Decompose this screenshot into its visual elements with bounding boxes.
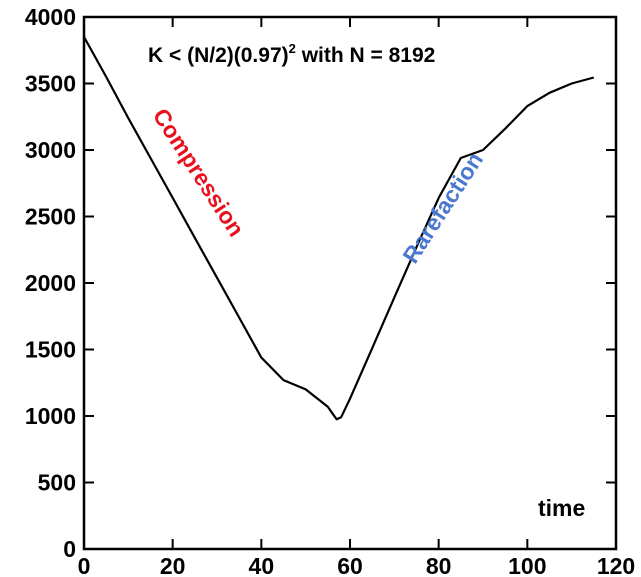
y-tick-label: 4000 [25, 4, 76, 30]
y-tick-label: 0 [63, 536, 76, 562]
x-axis-label: time [538, 495, 585, 521]
y-tick-label: 3000 [25, 137, 76, 163]
axis-ticks [84, 17, 616, 549]
x-tick-label: 80 [426, 553, 452, 577]
rarefaction-label: Rarefaction [397, 147, 488, 267]
plot-frame [82, 15, 618, 551]
compression-label: Compression [148, 104, 250, 241]
x-tick-label: 0 [78, 553, 91, 577]
x-tick-label: 100 [508, 553, 546, 577]
y-tick-label: 2500 [25, 204, 76, 230]
y-tick-label: 2000 [25, 270, 76, 296]
x-tick-label: 20 [160, 553, 186, 577]
formula-main: K < (N/2)(0.97) [148, 44, 289, 67]
formula-tail: with N = 8192 [296, 44, 435, 67]
y-tick-label: 1500 [25, 337, 76, 363]
y-tick-label: 3500 [25, 71, 76, 97]
y-tick-label: 500 [38, 470, 76, 496]
x-tick-label: 120 [597, 553, 635, 577]
x-tick-label: 60 [337, 553, 363, 577]
y-tick-label: 1000 [25, 403, 76, 429]
x-tick-label: 40 [249, 553, 275, 577]
formula-superscript: 2 [289, 41, 296, 56]
series-line [83, 36, 595, 421]
axis-tick-labels: 0 20 40 60 80 100 120 0 500 1000 1500 2000 2500 3000 3… [25, 4, 635, 577]
formula-annotation: K < (N/2)(0.97)2 with N = 8192 [148, 41, 435, 67]
